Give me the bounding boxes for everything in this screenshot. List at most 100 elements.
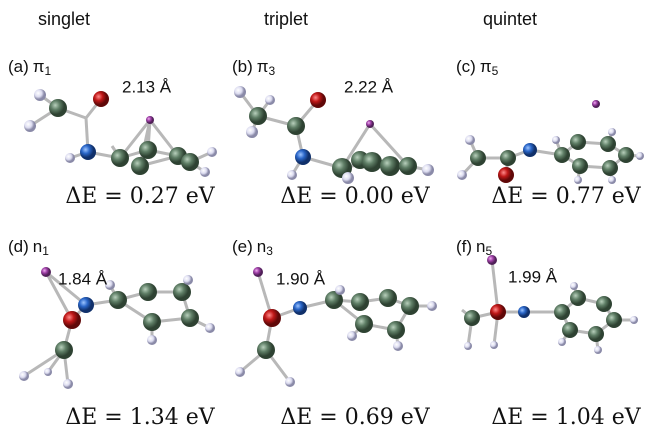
atom	[554, 304, 570, 320]
atom	[366, 120, 374, 128]
atom	[592, 100, 600, 108]
panel-letter: (b)	[232, 57, 253, 76]
energy: ΔE = 0.77 eV	[491, 184, 641, 209]
atom	[608, 176, 616, 184]
orbital-sub: 3	[266, 244, 273, 258]
atom	[63, 379, 73, 389]
energy: ΔE = 0.27 eV	[65, 184, 215, 209]
atom	[588, 326, 604, 342]
atom	[570, 282, 578, 290]
atom	[34, 89, 46, 101]
panel-letter: (f)	[456, 237, 472, 256]
atom	[422, 164, 434, 176]
atom	[335, 285, 345, 295]
panel-label: (e)n3	[232, 237, 273, 258]
orbital-sub: 1	[42, 244, 49, 258]
column-header: quintet	[483, 9, 537, 29]
atom	[351, 293, 369, 311]
atom	[63, 311, 81, 329]
atom	[78, 297, 94, 313]
atom	[285, 377, 295, 387]
atom	[55, 341, 73, 359]
panel-letter: (c)	[456, 57, 476, 76]
atom	[24, 120, 36, 132]
panel-label: (f)n5	[456, 237, 493, 258]
orbital-sub: 3	[269, 64, 276, 78]
atom	[49, 99, 67, 117]
atom	[139, 141, 157, 159]
atom	[293, 301, 307, 315]
orbital-sub: 1	[45, 64, 52, 78]
atom	[500, 150, 516, 166]
atom	[257, 341, 275, 359]
atom	[636, 152, 644, 160]
atom	[249, 107, 267, 125]
energy: ΔE = 1.04 eV	[491, 405, 641, 430]
atom	[490, 341, 498, 349]
atom	[562, 322, 578, 338]
molecule-a	[24, 89, 217, 177]
molecule-b	[234, 86, 434, 184]
atom	[181, 309, 199, 327]
atom	[380, 156, 400, 176]
atom	[65, 153, 75, 163]
distance: 1.90 Å	[276, 269, 326, 288]
panel-letter: (d)	[8, 237, 29, 256]
atom	[295, 149, 311, 165]
orbital: π	[33, 57, 45, 76]
distance: 1.99 Å	[508, 267, 558, 286]
atom	[347, 331, 357, 341]
atom	[570, 134, 586, 150]
atom	[310, 92, 326, 108]
atom	[200, 167, 210, 177]
atom	[570, 290, 586, 306]
atom	[401, 297, 419, 315]
atom	[602, 160, 618, 176]
panel-label: (d)n1	[8, 237, 49, 258]
atom	[399, 157, 417, 175]
atom	[253, 267, 263, 277]
atom	[594, 346, 602, 354]
orbital: n	[476, 237, 485, 256]
atom	[146, 116, 154, 124]
atom	[263, 309, 281, 327]
distance: 2.13 Å	[122, 77, 172, 96]
column-header: triplet	[264, 9, 308, 29]
atom	[393, 341, 403, 351]
molecule-c	[457, 100, 644, 184]
atom	[518, 306, 530, 318]
atom	[235, 367, 245, 377]
orbital-sub: 5	[492, 64, 499, 78]
atom	[19, 371, 29, 381]
atom	[205, 323, 215, 333]
atom	[44, 368, 52, 376]
atom	[111, 149, 129, 167]
molecule-e	[235, 267, 437, 387]
atom	[596, 296, 612, 312]
atom	[465, 135, 475, 145]
atom	[265, 95, 275, 105]
panel-label: (c)π5	[456, 57, 499, 78]
atom	[574, 176, 582, 184]
atom	[342, 172, 354, 184]
atom	[362, 152, 382, 172]
atom	[606, 312, 622, 328]
atom	[554, 147, 570, 163]
atom	[41, 267, 51, 277]
atom	[387, 321, 405, 339]
atom	[464, 342, 472, 350]
distance: 2.22 Å	[344, 77, 394, 96]
atom	[234, 86, 246, 98]
energy: ΔE = 0.00 eV	[280, 184, 430, 209]
atom	[470, 150, 486, 166]
atom	[355, 315, 373, 333]
atom	[427, 301, 437, 311]
atom	[143, 313, 161, 331]
column-header: singlet	[38, 9, 90, 29]
atom	[498, 167, 514, 183]
atom	[131, 157, 149, 175]
orbital: n	[33, 237, 42, 256]
panel-letter: (e)	[232, 237, 253, 256]
atom	[552, 136, 560, 144]
panel-letter: (a)	[8, 57, 29, 76]
